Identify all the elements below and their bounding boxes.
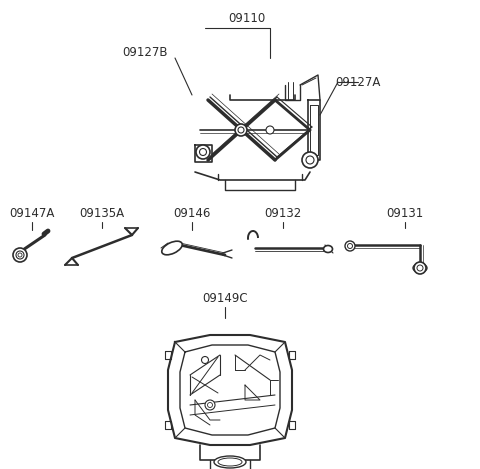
Circle shape xyxy=(238,127,244,133)
Ellipse shape xyxy=(162,241,182,255)
Text: 09147A: 09147A xyxy=(9,206,55,219)
Ellipse shape xyxy=(324,245,333,252)
Circle shape xyxy=(207,402,213,408)
Circle shape xyxy=(235,124,247,136)
Text: 09149C: 09149C xyxy=(202,292,248,304)
Circle shape xyxy=(16,251,24,259)
Circle shape xyxy=(196,145,210,159)
Circle shape xyxy=(348,243,352,249)
Circle shape xyxy=(414,262,426,274)
Text: 09127B: 09127B xyxy=(122,45,168,59)
Circle shape xyxy=(13,248,27,262)
Text: 09127A: 09127A xyxy=(336,76,381,89)
Circle shape xyxy=(18,253,22,257)
Circle shape xyxy=(417,265,423,271)
Text: 09132: 09132 xyxy=(264,206,301,219)
Text: 09135A: 09135A xyxy=(79,206,125,219)
Circle shape xyxy=(202,356,208,363)
Ellipse shape xyxy=(413,264,427,272)
Circle shape xyxy=(205,400,215,410)
Text: 09110: 09110 xyxy=(228,12,265,24)
Circle shape xyxy=(306,156,314,164)
Text: 09146: 09146 xyxy=(173,206,211,219)
Ellipse shape xyxy=(218,458,242,466)
Ellipse shape xyxy=(214,456,246,468)
Text: 09131: 09131 xyxy=(386,206,424,219)
Circle shape xyxy=(266,126,274,134)
Circle shape xyxy=(302,152,318,168)
Circle shape xyxy=(200,149,206,156)
Circle shape xyxy=(345,241,355,251)
